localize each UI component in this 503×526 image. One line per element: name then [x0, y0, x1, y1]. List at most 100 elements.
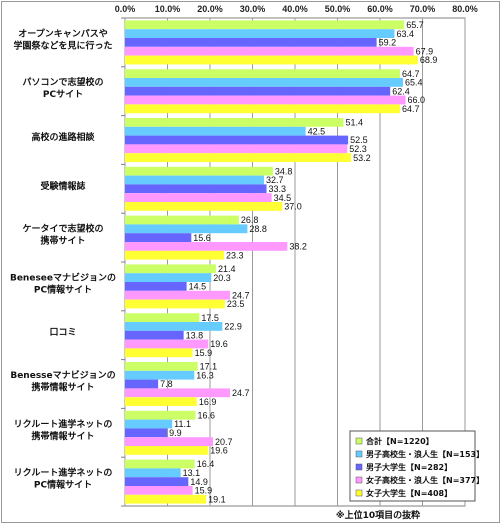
bar [125, 135, 349, 145]
bar [125, 242, 288, 251]
bar [125, 282, 187, 291]
category-label: オープンキャンパスや学園祭などを見に行った [13, 27, 112, 51]
bar [125, 250, 225, 260]
bar-layer [125, 20, 418, 504]
data-label: 23.5 [227, 299, 245, 309]
bar [125, 78, 403, 87]
data-label: 21.4 [218, 264, 236, 274]
category-label: リクルート進学ネットの携帯情報サイト [14, 418, 113, 442]
data-label: 17.1 [200, 362, 218, 372]
bar [125, 215, 239, 225]
data-label: 42.5 [308, 126, 326, 136]
x-tick-label: 30.0% [240, 4, 266, 14]
bar [125, 46, 414, 56]
bar [125, 86, 391, 96]
legend: 合計【N=1220】男子高校生・浪人生【N=153】男子大学生【N=282】女子… [349, 430, 484, 502]
data-label: 15.9 [195, 348, 213, 358]
data-label: 23.3 [226, 250, 244, 260]
category-label: 口コミ [49, 327, 76, 338]
data-label: 16.9 [199, 397, 217, 407]
data-label: 13.1 [183, 468, 201, 478]
legend-swatch [355, 476, 363, 484]
category-label: ケータイで志望校の携帯サイト [22, 223, 103, 247]
legend-label: 合計【N=1220】 [365, 436, 434, 446]
bar [125, 486, 193, 495]
data-label: 19.1 [208, 494, 226, 504]
bar [125, 126, 306, 136]
data-label: 19.6 [210, 339, 228, 349]
data-label: 26.8 [241, 215, 259, 225]
bar [125, 388, 230, 398]
data-label: 24.7 [232, 290, 250, 300]
legend-swatch [355, 489, 363, 497]
bar [125, 202, 283, 211]
data-label: 62.4 [392, 86, 410, 96]
bar [125, 153, 352, 162]
bar [125, 193, 272, 202]
bar [125, 446, 209, 455]
bar [125, 428, 168, 438]
bar [125, 104, 400, 114]
data-label: 17.5 [201, 313, 219, 323]
bar [125, 410, 196, 420]
data-label: 13.8 [186, 330, 204, 340]
bar [125, 224, 248, 234]
bar [125, 175, 264, 185]
data-label: 14.5 [189, 282, 207, 292]
bar [125, 290, 230, 300]
category-label: Benesseマナビジョンの携帯情報サイト [10, 369, 115, 393]
bar [125, 273, 212, 282]
bar [125, 379, 159, 389]
bar [125, 38, 377, 47]
category-label: 高校の進路相談 [31, 131, 95, 143]
x-tick-label: 40.0% [282, 4, 308, 14]
data-label: 14.9 [190, 477, 208, 487]
legend-swatch [355, 463, 363, 471]
x-tick-label: 60.0% [367, 4, 393, 14]
data-label: 51.4 [345, 118, 363, 128]
bar [125, 348, 193, 358]
bar [125, 69, 400, 78]
bar [125, 397, 197, 406]
data-label: 65.7 [406, 20, 424, 30]
bar [125, 166, 273, 176]
data-label: 32.7 [266, 175, 284, 185]
bar [125, 437, 213, 446]
data-label: 16.3 [196, 370, 214, 380]
category-label: Beneseeマナビジョンの PC情報サイト [10, 271, 116, 295]
bar [125, 330, 184, 340]
data-label: 63.4 [396, 29, 414, 39]
data-label: 24.7 [232, 388, 250, 398]
data-label: 7.8 [160, 379, 173, 389]
bar [125, 477, 189, 486]
legend-box [349, 430, 476, 502]
legend-label: 女子高校生・浪人生【N=377】 [366, 475, 484, 485]
x-tick-label: 10.0% [155, 4, 181, 14]
bar [125, 55, 418, 65]
bar [125, 468, 181, 478]
data-label: 28.8 [249, 224, 267, 234]
footnote: ※上位10項目の抜粋 [336, 509, 420, 521]
legend-label: 男子大学生【N=282】 [366, 462, 452, 472]
data-label: 67.9 [416, 46, 434, 56]
bar [125, 144, 348, 154]
data-label: 37.0 [284, 202, 302, 212]
x-tick-label: 80.0% [452, 4, 478, 14]
bar [125, 322, 223, 331]
data-label: 52.3 [349, 144, 367, 154]
data-label: 64.7 [402, 69, 420, 79]
x-tick-label: 50.0% [325, 4, 351, 14]
data-label: 66.0 [408, 95, 426, 105]
bar [125, 313, 200, 322]
bar [125, 233, 192, 242]
category-label: 受験情報誌 [40, 180, 85, 192]
data-label: 38.2 [289, 242, 307, 252]
bar [125, 419, 173, 429]
bar [125, 184, 267, 194]
label-layer: 0.0% 10.0% 20.0% 30.0% 40.0% 50.0% 60.0% 70.0% 8… [10, 4, 478, 504]
x-tick-label: 20.0% [197, 4, 223, 14]
bar [125, 264, 216, 274]
data-label: 19.6 [210, 446, 228, 456]
data-label: 20.7 [215, 437, 233, 447]
